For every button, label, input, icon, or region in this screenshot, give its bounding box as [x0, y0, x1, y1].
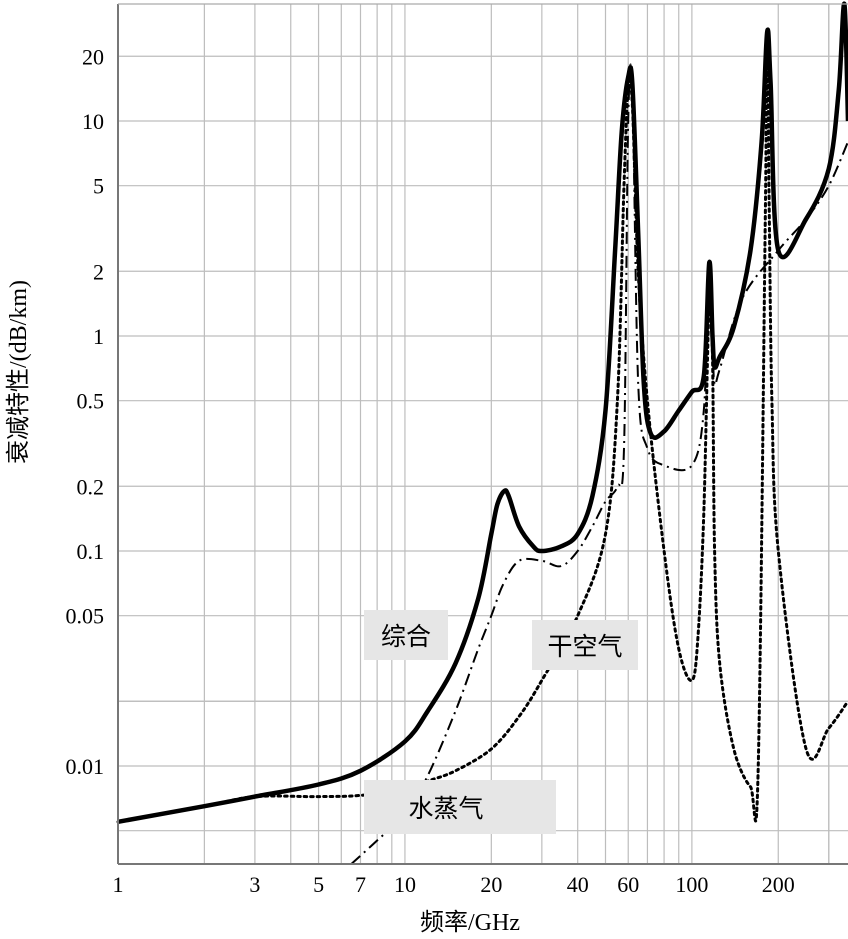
x-tick-label: 200: [762, 872, 795, 897]
series-line-combined: [117, 1, 848, 825]
x-tick-label: 5: [313, 872, 324, 897]
y-tick-label: 0.05: [66, 604, 105, 629]
y-tick-label: 0.1: [77, 539, 105, 564]
x-tick-label: 3: [249, 872, 260, 897]
x-tick-label: 7: [355, 872, 366, 897]
y-tick-label: 0.5: [77, 389, 105, 414]
y-axis-title: 衰减特性/(dB/km): [5, 280, 32, 464]
label-box-dry-air: [532, 620, 638, 670]
x-tick-label: 40: [567, 872, 589, 897]
x-tick-label: 60: [617, 872, 639, 897]
x-axis-title: 频率/GHz: [420, 909, 520, 936]
series-line-water-vapor: [116, 33, 848, 824]
y-tick-label: 5: [93, 174, 104, 199]
label-box-combined: [364, 610, 448, 660]
label-box-water-vapor: [364, 780, 556, 834]
y-tick-labels: 20 10 5 2 1 0.5 0.2 0.1 0.05 0.01: [66, 44, 105, 779]
grid: [117, 4, 848, 864]
y-tick-label: 20: [82, 44, 104, 69]
y-tick-label: 1: [93, 324, 104, 349]
plot-frame: [117, 3, 848, 865]
y-tick-label: 0.01: [66, 754, 105, 779]
x-tick-label: 1: [113, 872, 124, 897]
y-tick-label: 10: [82, 109, 104, 134]
x-tick-label: 100: [675, 872, 708, 897]
label-water-vapor: 水蒸气: [408, 794, 483, 823]
y-tick-label: 2: [93, 259, 104, 284]
y-tick-label: 0.2: [77, 474, 105, 499]
x-tick-labels: 1 3 5 7 10 20 40 60 100 200: [113, 872, 795, 897]
series-layer: [116, 1, 848, 865]
x-tick-label: 10: [394, 872, 416, 897]
label-combined: 综合: [381, 622, 431, 651]
x-tick-label: 20: [480, 872, 502, 897]
label-dry-air: 干空气: [547, 632, 622, 661]
